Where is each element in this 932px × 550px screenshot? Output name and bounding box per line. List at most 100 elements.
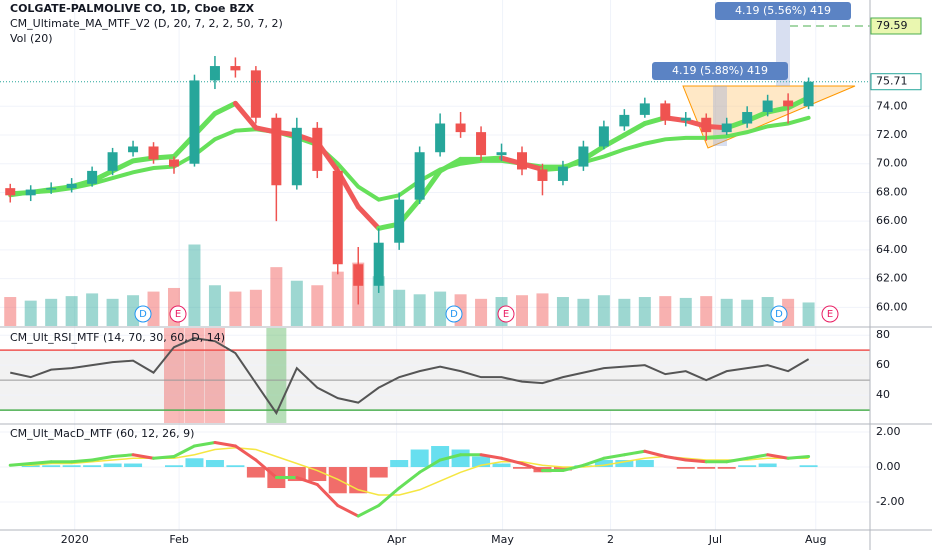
x-tick-label: May — [491, 533, 514, 546]
candle-body — [46, 188, 57, 190]
chart-title: COLGATE-PALMOLIVE CO, 1D, Cboe BZX — [10, 2, 255, 15]
target-label: 79.59 — [876, 19, 908, 32]
candle-body — [742, 112, 753, 124]
measure-label: 4.19 (5.56%) 419 — [735, 4, 831, 17]
y-tick-label: 64.00 — [876, 243, 908, 256]
volume-bar — [618, 298, 631, 326]
histogram-bar — [410, 449, 429, 468]
volume-bar — [597, 295, 610, 326]
y-tick-label: 2.00 — [876, 425, 901, 438]
x-tick-label: Apr — [387, 533, 407, 546]
volume-bar — [45, 298, 58, 326]
volume-bar — [679, 297, 692, 326]
candle-body — [230, 66, 241, 71]
macd-segment — [315, 483, 340, 508]
histogram-bar — [42, 465, 61, 468]
candle-body — [312, 127, 323, 171]
histogram-bar — [758, 463, 777, 468]
rsi-title: CM_Ult_RSI_MTF (14, 70, 30, 60, D, 14) — [10, 331, 225, 344]
macd-segment — [520, 462, 544, 473]
candle-body — [721, 123, 732, 133]
candle-body — [189, 80, 200, 164]
candle-body — [783, 100, 794, 107]
event-marker — [134, 305, 152, 323]
volume-bar — [86, 293, 99, 326]
y-tick-label: 80 — [876, 328, 890, 341]
histogram-bar — [369, 467, 388, 478]
event-marker — [169, 305, 187, 323]
volume-bar — [393, 289, 406, 326]
volume-bar — [638, 297, 651, 326]
macd-segment — [561, 463, 585, 473]
y-tick-label: 72.00 — [876, 128, 908, 141]
candle-body — [87, 170, 98, 184]
macd-segment — [663, 455, 688, 462]
candle-body — [373, 242, 384, 286]
macd-segment — [725, 456, 749, 464]
event-label: E — [175, 309, 181, 320]
y-tick-label: 74.00 — [876, 99, 908, 112]
histogram-bar — [226, 465, 245, 468]
macd-segment — [397, 470, 422, 490]
x-tick-label: Jul — [708, 533, 722, 546]
volume-bar — [229, 291, 242, 326]
histogram-bar — [553, 467, 572, 471]
histogram-bar — [717, 467, 736, 469]
histogram-bar — [246, 467, 265, 478]
histogram-bar — [328, 467, 347, 494]
volume-bar — [720, 298, 733, 326]
volume-bar — [208, 285, 221, 326]
histogram-bar — [308, 467, 327, 482]
candle-body — [5, 188, 16, 196]
histogram-bar — [83, 465, 102, 468]
y-tick-label: 70.00 — [876, 157, 908, 170]
indicator-title: CM_Ultimate_MA_MTF_V2 (D, 20, 7, 2, 2, 5… — [10, 17, 283, 30]
macd-segment — [581, 456, 606, 467]
volume-bar — [475, 298, 488, 326]
candle-body — [107, 152, 118, 171]
candle-body — [394, 199, 405, 243]
macd-segment — [152, 455, 176, 460]
macd-segment — [336, 504, 360, 518]
ma-fast-segment — [355, 204, 382, 231]
y-tick-label: 62.00 — [876, 272, 908, 285]
macd-segment — [766, 453, 790, 460]
event-label: D — [139, 309, 147, 320]
candle-body — [414, 152, 425, 200]
macd-segment — [377, 486, 401, 508]
macd-segment — [745, 453, 770, 460]
macd-segment — [356, 504, 381, 518]
volume-bar — [577, 298, 590, 326]
event-label: D — [775, 309, 783, 320]
layer: 4.19 (5.88%) 419 4.19 (5.56%) 419 D E D E D E — [0, 0, 870, 530]
candle-body — [209, 66, 220, 81]
event-marker — [821, 305, 839, 323]
y-tick-label: -2.00 — [876, 495, 904, 508]
measure-box — [652, 62, 788, 80]
last-price-label: 75.71 — [876, 75, 908, 88]
macd-segment — [622, 449, 647, 457]
y-tick-label: 66.00 — [876, 214, 908, 227]
candle-body — [169, 159, 179, 167]
candle-body — [435, 123, 446, 153]
volume-bar — [331, 271, 344, 326]
volume-bar — [372, 276, 385, 326]
ma-fast-segment — [212, 100, 238, 116]
candle-body — [619, 114, 630, 127]
histogram-bar — [472, 456, 491, 468]
ma-slow-line — [8, 115, 811, 202]
y-tick-label: 60 — [876, 358, 890, 371]
ma-fast-segment — [437, 156, 464, 174]
volume-bar — [249, 289, 262, 326]
measure-box — [715, 2, 851, 20]
rsi-highlight — [164, 328, 184, 423]
volume-bar — [188, 244, 201, 326]
y-tick-label: 40 — [876, 388, 890, 401]
volume-bar — [659, 296, 672, 326]
y-tick-label: 68.00 — [876, 185, 908, 198]
volume-bar — [434, 291, 447, 326]
volume-bar — [802, 302, 815, 326]
histogram-bar — [615, 460, 634, 468]
candle-body — [517, 152, 527, 170]
macd-segment — [213, 441, 237, 448]
